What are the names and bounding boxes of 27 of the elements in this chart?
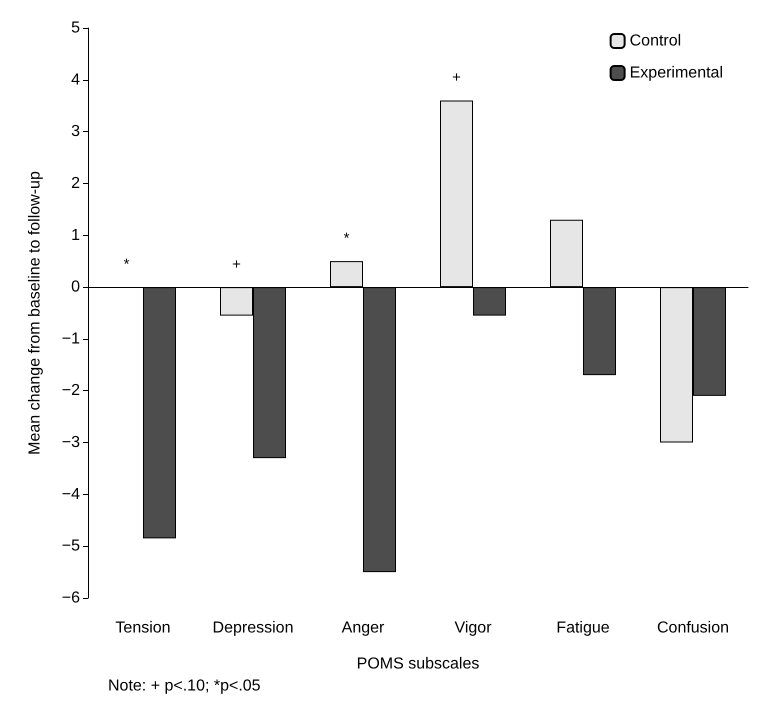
annotation: * xyxy=(124,256,130,273)
y-tick-label: −6 xyxy=(62,590,80,606)
x-tick-label: Vigor xyxy=(454,620,492,636)
y-axis-title: Mean change from baseline to follow-up xyxy=(26,171,44,455)
y-tick-label: −3 xyxy=(62,434,80,452)
annotation: * xyxy=(344,230,350,247)
legend-label: Control xyxy=(630,32,682,50)
y-tick-label: −4 xyxy=(62,486,80,503)
y-tick-label: 1 xyxy=(71,226,80,244)
annotation: + xyxy=(232,256,242,273)
y-tick-label: 4 xyxy=(71,71,80,88)
x-axis-title: POMS subscales xyxy=(356,656,480,672)
y-tick-label: −5 xyxy=(62,538,80,555)
x-tick-label: Anger xyxy=(342,620,386,636)
text: Note: + p<.10; *p<.05 xyxy=(108,678,261,694)
y-tick-label: 3 xyxy=(71,123,80,140)
y-tick-label: 2 xyxy=(71,174,80,192)
x-tick-label: Tension xyxy=(115,620,171,636)
annotation: + xyxy=(452,69,462,86)
x-tick-label: Fatigue xyxy=(556,620,610,636)
x-tick-label: Confusion xyxy=(656,620,730,636)
y-tick-label: 0 xyxy=(71,278,80,296)
y-tick-label: −2 xyxy=(62,382,80,400)
y-tick-label: 5 xyxy=(71,20,80,36)
x-tick-label: Depression xyxy=(212,620,294,636)
y-tick-label: −1 xyxy=(62,330,80,348)
legend-label: Experimental xyxy=(630,64,723,82)
